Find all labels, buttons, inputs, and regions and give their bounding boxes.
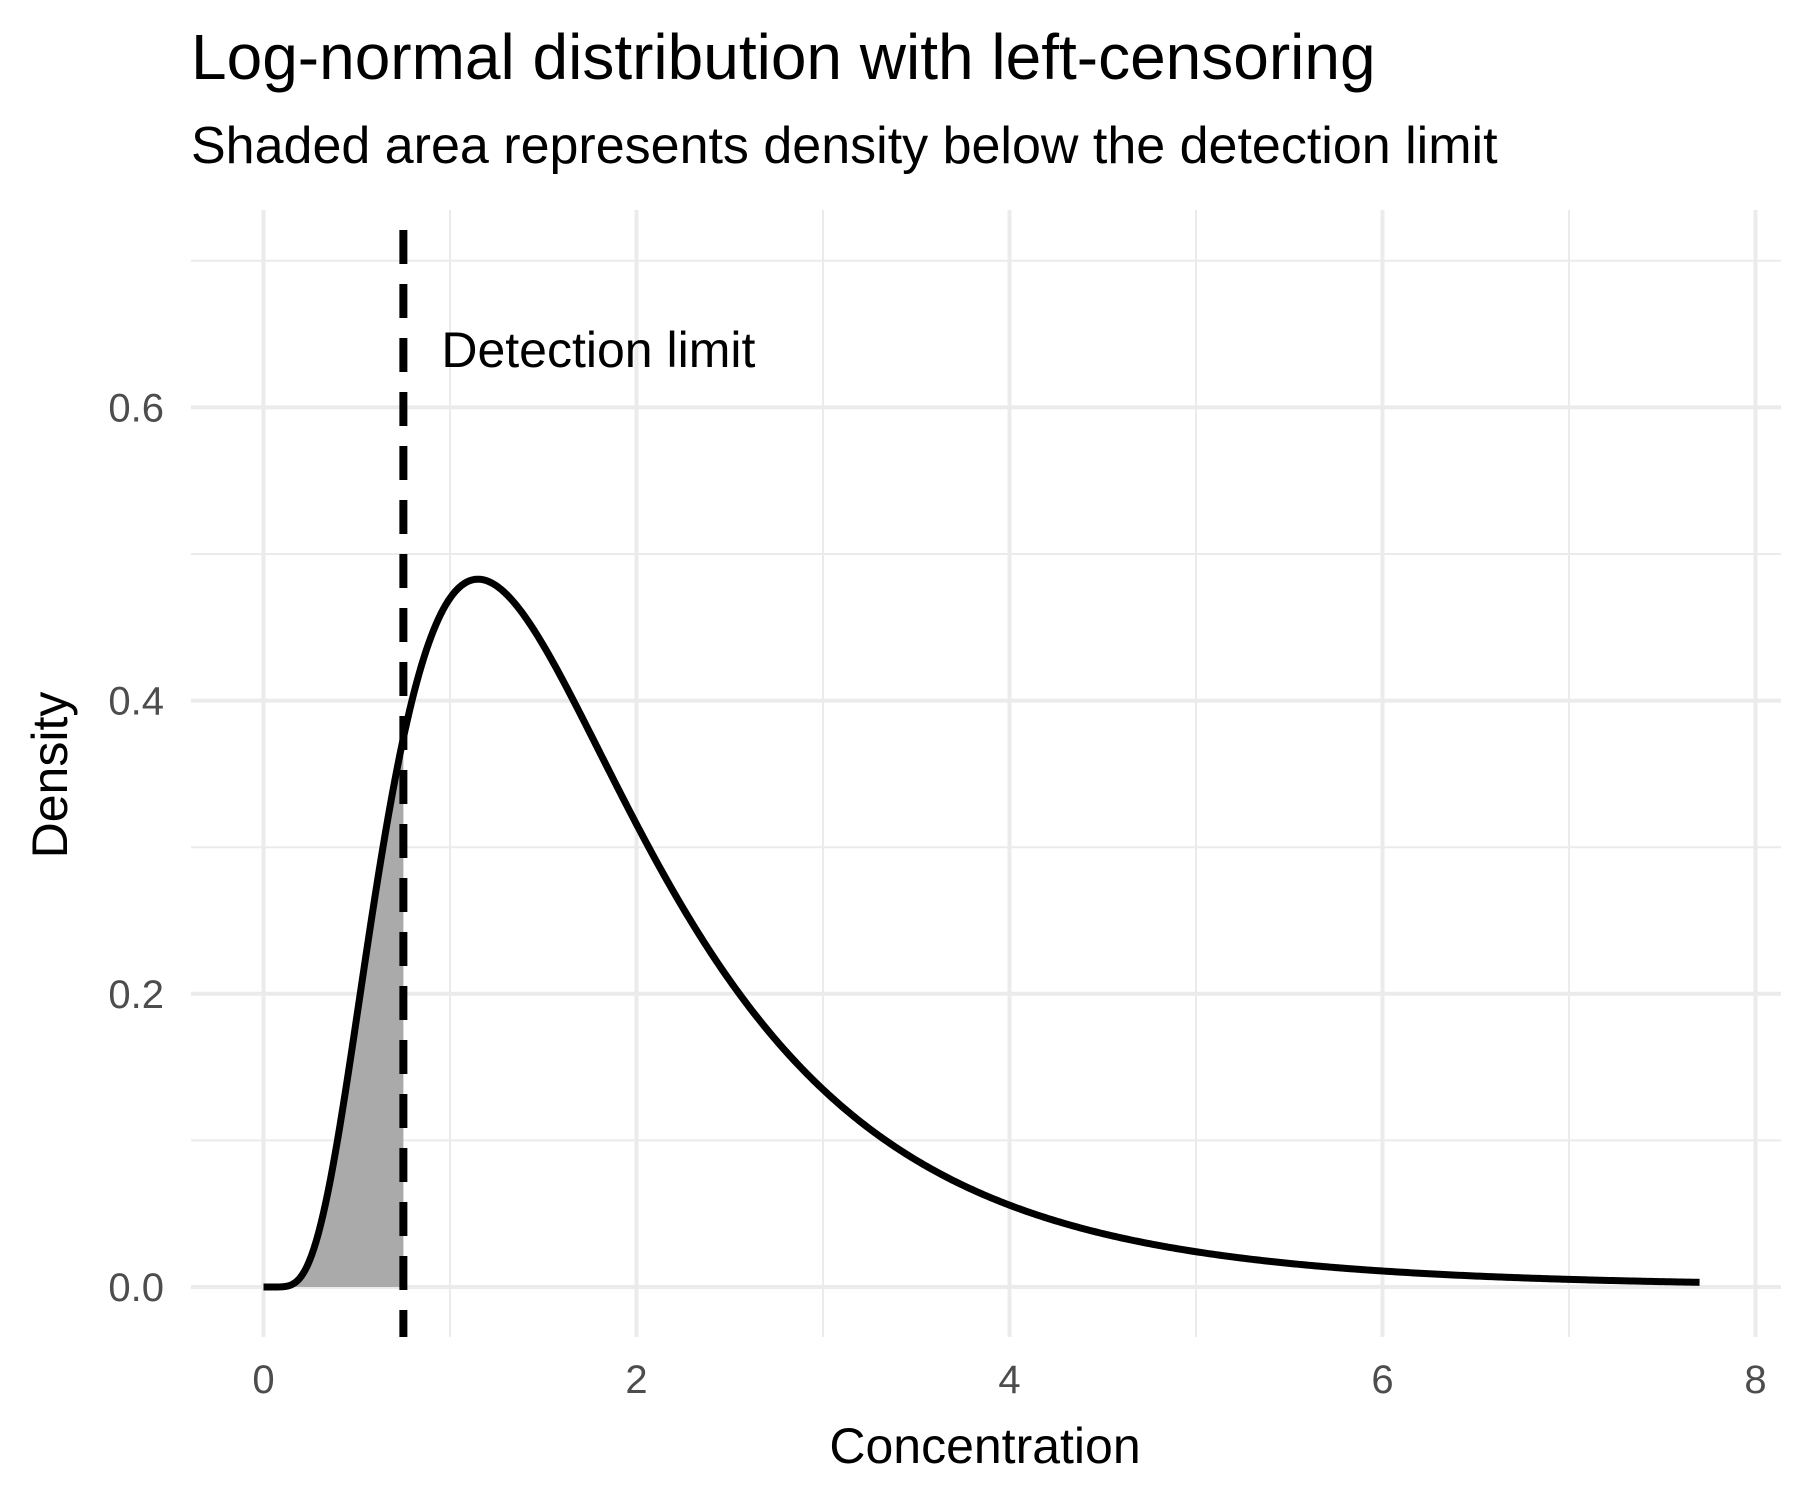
chart-title: Log-normal distribution with left-censor… bbox=[191, 21, 1376, 93]
chart-subtitle: Shaded area represents density below the… bbox=[191, 117, 1498, 175]
grid-layer bbox=[191, 210, 1781, 1337]
y-tick-label: 0.2 bbox=[108, 973, 164, 1017]
tick-layer: 0 2 4 6 8 0.0 0.2 0.4 0.6 bbox=[108, 386, 1766, 1402]
detection-limit-label: Detection limit bbox=[441, 322, 755, 378]
x-tick-label: 6 bbox=[1371, 1358, 1393, 1402]
x-tick-label: 4 bbox=[998, 1358, 1020, 1402]
x-tick-label: 2 bbox=[625, 1358, 647, 1402]
y-tick-label: 0.0 bbox=[108, 1266, 164, 1310]
y-axis-title: Density bbox=[22, 692, 78, 859]
shade-layer bbox=[263, 737, 404, 1287]
density-curve bbox=[262, 575, 1701, 1291]
y-tick-label: 0.4 bbox=[108, 680, 164, 724]
y-tick-label: 0.6 bbox=[108, 386, 164, 430]
censored-area bbox=[263, 737, 404, 1287]
curve-layer bbox=[262, 575, 1701, 1291]
x-tick-label: 8 bbox=[1744, 1358, 1766, 1402]
x-axis-title: Concentration bbox=[829, 1418, 1140, 1474]
reference-layer: Detection limit bbox=[399, 230, 755, 1337]
x-tick-label: 0 bbox=[252, 1358, 274, 1402]
